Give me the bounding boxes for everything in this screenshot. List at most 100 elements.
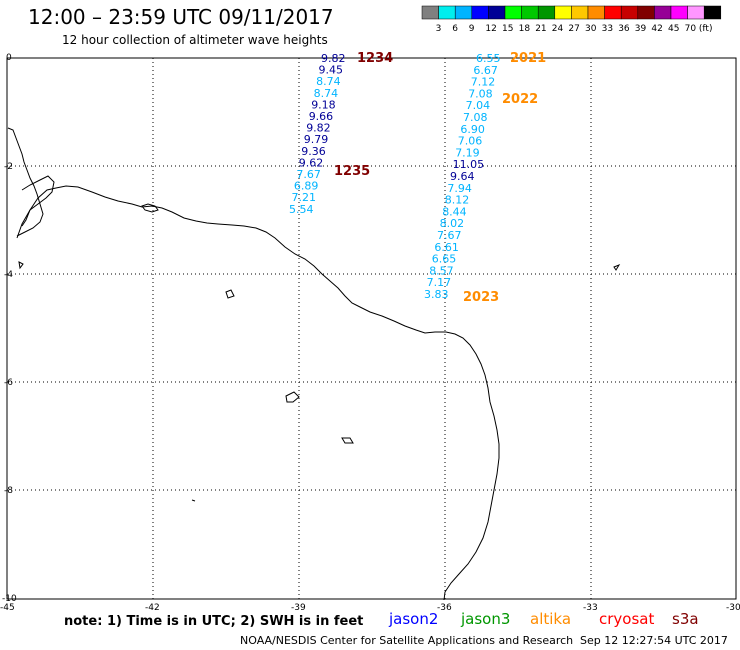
scale-label: 30 [585, 24, 597, 34]
scale-swatch [620, 5, 639, 20]
scale-swatch [604, 5, 622, 20]
wave-height-value: 7.08 [468, 87, 493, 100]
scale-swatch [537, 5, 556, 20]
scale-swatch [687, 5, 705, 20]
wave-height-value: 9.79 [304, 133, 329, 146]
scale-swatch [587, 5, 605, 20]
wave-height-value: 8.57 [429, 264, 454, 277]
scale-label: 12 [485, 24, 496, 34]
lat-label: -4 [4, 270, 13, 280]
color-scale: 3 6 9 12 15 18 21 24 27 30 33 36 39 42 45 70 (ft) [421, 5, 722, 34]
legend-cryosat: cryosat [599, 610, 654, 628]
scale-label: 9 [469, 24, 475, 34]
legend-jason2: jason2 [388, 610, 438, 628]
wave-height-value: 9.64 [450, 170, 475, 183]
lat-label: -8 [4, 486, 13, 496]
pass-label: 2021 [510, 51, 546, 66]
scale-label: 36 [618, 24, 630, 34]
scale-swatch [454, 5, 473, 20]
wave-height-value: 9.45 [319, 64, 344, 77]
wave-height-value: 7.67 [437, 229, 462, 242]
pass-label: 1235 [334, 164, 370, 179]
wave-height-value: 9.82 [306, 122, 331, 135]
map-title: 12:00 – 23:59 UTC 09/11/2017 [28, 5, 334, 29]
wave-height-value: 8.12 [445, 194, 470, 207]
wave-height-value: 3.83 [424, 288, 449, 301]
scale-label: 70 (ft) [685, 24, 713, 34]
pass-label: 2023 [463, 290, 499, 305]
wave-height-value: 9.62 [299, 156, 324, 169]
legend-s3a: s3a [672, 610, 699, 628]
wave-height-value: 7.21 [292, 191, 317, 204]
wave-height-value: 7.08 [463, 111, 488, 124]
map-frame [6, 57, 737, 600]
wave-height-value: 7.12 [471, 76, 496, 89]
legend-jason3: jason3 [460, 610, 510, 628]
scale-label: 18 [519, 24, 531, 34]
lat-label: -6 [4, 378, 13, 388]
scale-swatch [438, 5, 456, 20]
scale-label: 15 [502, 24, 513, 34]
map-subtitle: 12 hour collection of altimeter wave hei… [62, 33, 328, 47]
wave-height-value: 8.74 [316, 75, 341, 88]
wave-height-value: 8.74 [314, 87, 339, 100]
scale-label: 3 [436, 24, 442, 34]
wave-height-value: 9.36 [301, 145, 326, 158]
credit-text: NOAA/NESDIS Center for Satellite Applica… [240, 634, 573, 647]
wave-height-value: 7.06 [458, 135, 483, 148]
lon-label: -39 [291, 603, 306, 613]
scale-label: 21 [535, 24, 546, 34]
scale-swatch [504, 5, 522, 20]
lon-labels: -45 -42 -39 -36 -33 -30 [0, 603, 740, 613]
wave-height-value: 6.67 [473, 64, 498, 77]
lon-label: -42 [145, 603, 160, 613]
lat-label: -2 [4, 162, 13, 172]
wave-height-value: 6.90 [460, 123, 485, 136]
lon-label: -30 [726, 603, 740, 613]
wave-height-value: 8.02 [440, 217, 465, 230]
wave-height-value: 5.54 [289, 203, 314, 216]
wave-height-value: 11.05 [453, 158, 485, 171]
scale-swatch [488, 5, 506, 20]
timestamp-text: Sep 12 12:27:54 UTC 2017 [580, 634, 728, 647]
scale-label: 27 [568, 24, 579, 34]
lat-lon-grid [7, 58, 736, 599]
wave-height-value: 7.67 [296, 168, 321, 181]
wave-height-value: 9.18 [311, 98, 336, 111]
wave-height-value: 6.89 [294, 180, 319, 193]
wave-height-value: 9.66 [309, 110, 334, 123]
wave-height-value: 7.17 [427, 276, 452, 289]
pass-label: 2022 [502, 92, 538, 107]
scale-label: 42 [651, 24, 662, 34]
scale-label: 39 [635, 24, 647, 34]
note-text: note: 1) Time is in UTC; 2) SWH is in fe… [64, 614, 363, 629]
lat-label: 0 [6, 53, 12, 63]
scale-swatch [421, 5, 439, 20]
lon-label: -36 [437, 603, 452, 613]
lon-label: -45 [0, 603, 15, 613]
wave-height-value: 7.04 [466, 99, 491, 112]
wave-height-value: 7.19 [455, 146, 480, 159]
scale-swatch [703, 5, 722, 20]
scale-swatch [471, 5, 489, 20]
scale-label: 33 [602, 24, 613, 34]
wave-height-value: 6.55 [476, 52, 501, 65]
wave-height-value: 9.82 [321, 52, 346, 65]
scale-label: 6 [452, 24, 458, 34]
wave-height-value: 7.94 [447, 182, 472, 195]
wave-height-value: 6.65 [432, 253, 457, 266]
scale-swatch [637, 5, 655, 20]
altika-track: 6.556.677.127.087.047.086.907.067.1911.0… [424, 52, 501, 301]
wave-height-value: 6.61 [434, 241, 459, 254]
pass-label: 1234 [357, 51, 393, 66]
lat-label: -10 [2, 594, 17, 604]
wave-height-value: 8.44 [442, 205, 467, 218]
lat-labels: 0 -2 -4 -6 -8 -10 [2, 53, 17, 604]
scale-swatch [521, 5, 539, 20]
scale-swatch [670, 5, 688, 20]
scale-swatch [571, 5, 589, 20]
lon-label: -33 [583, 603, 598, 613]
scale-swatch [654, 5, 672, 20]
scale-label: 24 [552, 24, 564, 34]
